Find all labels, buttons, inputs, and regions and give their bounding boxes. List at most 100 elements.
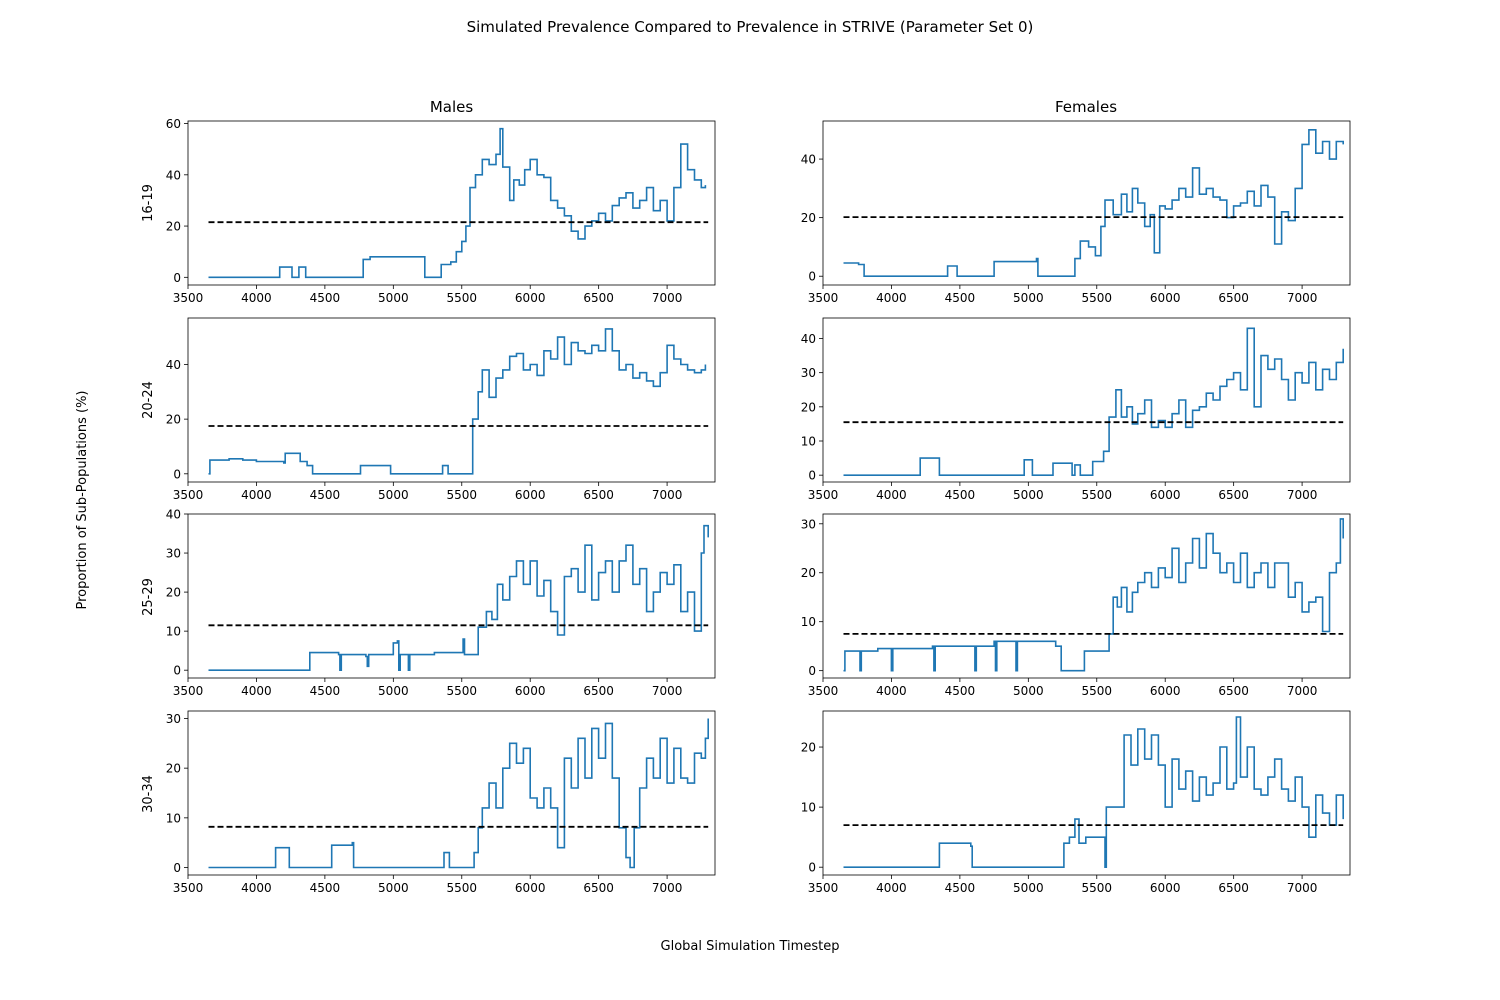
y-tick-label: 30 <box>801 366 816 380</box>
subplot-males-20-24: 3500 4000 4500 5000 5500 6000 6500 7000 0 20 40 <box>166 317 716 502</box>
x-tick-label: 6500 <box>1218 881 1249 895</box>
x-tick-label: 5000 <box>378 488 409 502</box>
x-tick-label: 4000 <box>876 881 907 895</box>
x-tick-label: 6500 <box>583 684 614 698</box>
x-tick-label: 7000 <box>1287 291 1318 305</box>
x-tick-label: 5000 <box>378 881 409 895</box>
x-tick-label: 4500 <box>945 291 976 305</box>
y-tick-label: 40 <box>801 332 816 346</box>
y-tick-label: 20 <box>166 762 181 776</box>
x-tick-label: 6000 <box>515 488 546 502</box>
x-tick-label: 4000 <box>241 488 272 502</box>
simulated-prevalence-line <box>208 718 709 869</box>
y-tick-label: 10 <box>801 801 816 815</box>
x-tick-label: 4500 <box>310 881 341 895</box>
y-tick-label: 40 <box>166 168 181 182</box>
row-label-20-24: 20-24 <box>141 381 156 419</box>
simulated-prevalence-line <box>208 328 707 475</box>
x-tick-label: 4500 <box>310 684 341 698</box>
y-tick-label: 10 <box>801 435 816 449</box>
x-tick-label: 5000 <box>1013 291 1044 305</box>
y-tick-label: 40 <box>166 358 181 372</box>
y-tick-label: 40 <box>166 508 181 522</box>
simulated-prevalence-line <box>208 127 707 279</box>
x-tick-label: 4000 <box>876 291 907 305</box>
x-tick-label: 5000 <box>1013 488 1044 502</box>
x-tick-label: 4000 <box>241 684 272 698</box>
y-tick-label: 0 <box>808 270 816 284</box>
x-tick-label: 5000 <box>1013 684 1044 698</box>
y-tick-label: 0 <box>173 664 181 678</box>
x-tick-label: 3500 <box>808 291 839 305</box>
axes-frame <box>822 317 1351 483</box>
subplot-grid: 3500 4000 4500 5000 5500 6000 6500 700002040603… <box>166 117 1351 895</box>
x-tick-label: 4500 <box>945 684 976 698</box>
x-tick-label: 6000 <box>515 684 546 698</box>
x-tick-label: 6000 <box>515 291 546 305</box>
simulated-prevalence-line <box>843 518 1344 672</box>
subplot-females-16-19: 3500 4000 4500 5000 5500 6000 6500 7000 0 20 40 <box>801 120 1351 305</box>
x-tick-label: 6500 <box>583 291 614 305</box>
subplot-males-25-29: 3500 4000 4500 5000 5500 6000 6500 7000 0 10 20 30 4… <box>166 508 716 698</box>
x-tick-label: 7000 <box>1287 488 1318 502</box>
x-tick-label: 3500 <box>808 488 839 502</box>
x-tick-label: 6500 <box>1218 488 1249 502</box>
subplot-males-16-19: 3500 4000 4500 5000 5500 6000 6500 7000 0 20 40 60 <box>166 117 716 305</box>
x-tick-label: 7000 <box>1287 684 1318 698</box>
x-tick-label: 5500 <box>1081 881 1112 895</box>
x-tick-label: 7000 <box>652 684 683 698</box>
y-tick-label: 0 <box>808 469 816 483</box>
x-tick-label: 5500 <box>446 684 477 698</box>
y-tick-label: 60 <box>166 117 181 131</box>
x-tick-label: 5000 <box>1013 881 1044 895</box>
simulated-prevalence-line <box>208 524 709 671</box>
axes-frame <box>187 120 716 286</box>
x-tick-label: 6000 <box>1150 488 1181 502</box>
x-tick-label: 5500 <box>446 291 477 305</box>
x-tick-label: 5500 <box>1081 684 1112 698</box>
y-tick-label: 30 <box>166 712 181 726</box>
y-tick-label: 10 <box>801 615 816 629</box>
x-tick-label: 7000 <box>652 488 683 502</box>
x-tick-label: 5500 <box>1081 291 1112 305</box>
y-tick-label: 40 <box>801 153 816 167</box>
figure-title: Simulated Prevalence Compared to Prevale… <box>467 18 1034 36</box>
x-tick-label: 3500 <box>173 684 204 698</box>
x-tick-label: 5000 <box>378 291 409 305</box>
row-label-30-34: 30-34 <box>141 775 156 813</box>
x-tick-label: 4500 <box>945 488 976 502</box>
y-tick-label: 0 <box>173 467 181 481</box>
x-tick-label: 3500 <box>808 684 839 698</box>
y-tick-label: 20 <box>801 566 816 580</box>
y-tick-label: 0 <box>808 664 816 678</box>
axes-frame <box>822 710 1351 876</box>
column-title-males: Males <box>430 98 474 116</box>
y-tick-label: 30 <box>801 517 816 531</box>
x-tick-label: 5500 <box>446 488 477 502</box>
x-tick-label: 6000 <box>1150 881 1181 895</box>
subplot-females-30-34: 3500 4000 4500 5000 5500 6000 6500 7000 0 10 20 <box>801 710 1351 895</box>
x-tick-label: 6000 <box>1150 291 1181 305</box>
x-tick-label: 4000 <box>241 291 272 305</box>
x-tick-label: 4000 <box>876 488 907 502</box>
subplot-females-20-24: 3500 4000 4500 5000 5500 6000 6500 7000 0 10 20 30 4… <box>801 317 1351 502</box>
axes-frame <box>187 513 716 679</box>
subplot-males-30-34: 3500 4000 4500 5000 5500 6000 6500 7000 0 10 20 30 <box>166 710 716 895</box>
subplot-females-25-29: 3500 4000 4500 5000 5500 6000 6500 7000 0 10 20 30 <box>801 513 1351 698</box>
x-tick-label: 3500 <box>173 291 204 305</box>
axes-frame <box>822 120 1351 286</box>
x-tick-label: 4500 <box>310 291 341 305</box>
x-tick-label: 6500 <box>1218 684 1249 698</box>
y-tick-label: 0 <box>173 861 181 875</box>
y-tick-label: 20 <box>166 220 181 234</box>
x-tick-label: 4000 <box>876 684 907 698</box>
axes-frame <box>822 513 1351 679</box>
axes-frame <box>187 317 716 483</box>
x-tick-label: 7000 <box>652 291 683 305</box>
y-tick-label: 10 <box>166 811 181 825</box>
y-tick-label: 20 <box>166 586 181 600</box>
x-tick-label: 5500 <box>1081 488 1112 502</box>
row-label-25-29: 25-29 <box>141 578 156 616</box>
